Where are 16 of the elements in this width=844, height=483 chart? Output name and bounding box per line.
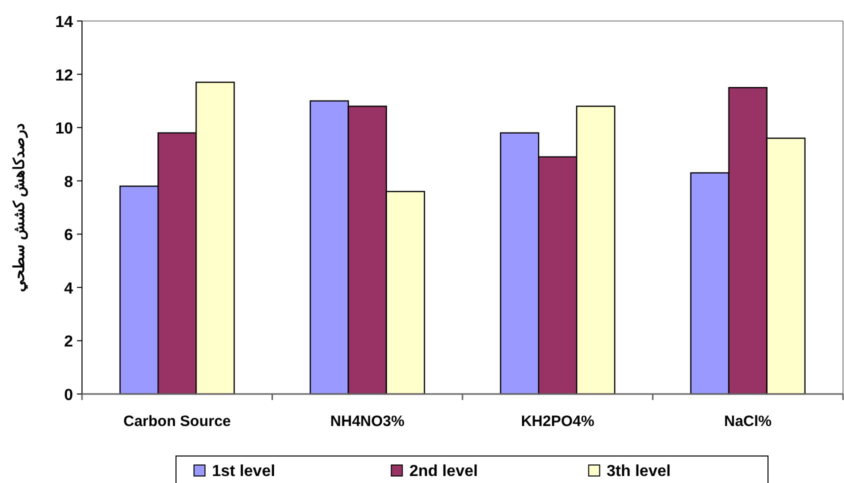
y-axis-title: درصدکاهش کشش سطحي <box>11 122 29 292</box>
x-tick-label: KH2PO4% <box>520 413 594 430</box>
legend-label: 1st level <box>212 463 276 480</box>
y-tick-label: 14 <box>55 14 74 31</box>
legend-label: 3th level <box>606 463 671 480</box>
y-tick-label: 6 <box>64 227 74 244</box>
y-tick-label: 8 <box>64 174 74 191</box>
x-tick-label: NaCl% <box>724 413 772 430</box>
y-tick-label: 0 <box>64 387 74 404</box>
y-tick-label: 4 <box>64 280 74 298</box>
y-tick-label: 2 <box>64 334 74 351</box>
x-tick-label: NH4NO3% <box>330 413 404 430</box>
y-tick-label: 12 <box>55 67 74 84</box>
legend-label: 2nd level <box>409 463 478 480</box>
y-tick-label: 10 <box>55 120 74 138</box>
x-tick-label: Carbon Source <box>123 413 231 430</box>
